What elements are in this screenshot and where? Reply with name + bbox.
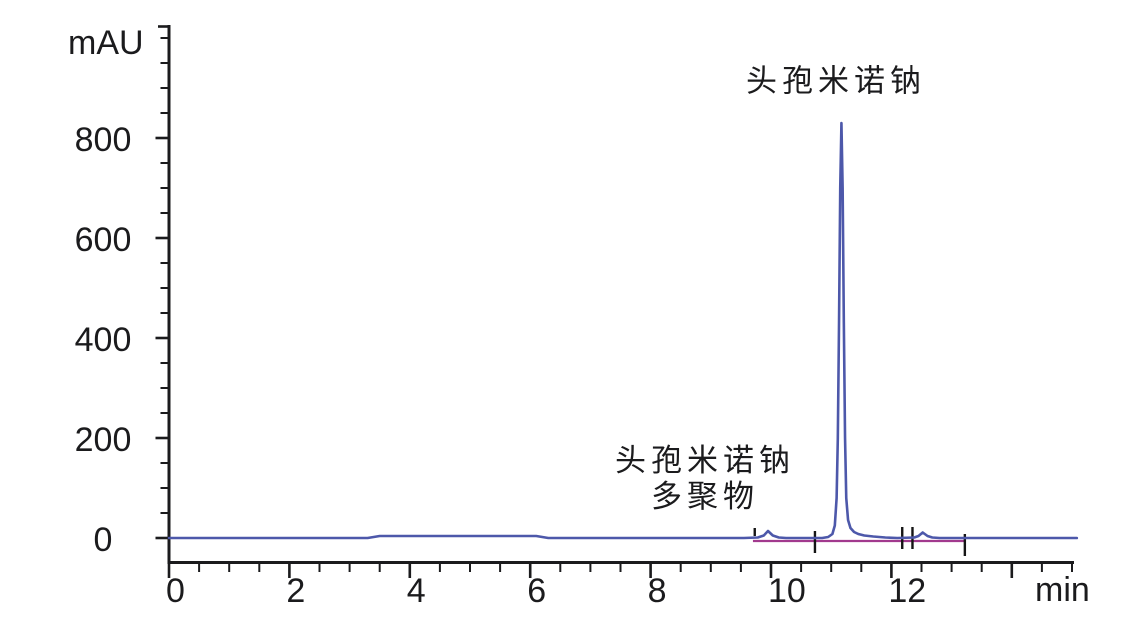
- y-tick-label: 200: [75, 421, 132, 459]
- x-tick-label: 12: [888, 572, 926, 610]
- x-tick-label: 0: [166, 572, 185, 610]
- x-tick-label: 6: [527, 572, 546, 610]
- polymer-peak-label-line2: 多聚物: [651, 479, 759, 514]
- sample-trace-line: [167, 121, 1079, 540]
- y-tick-label: 600: [75, 221, 132, 259]
- y-tick-label: 400: [75, 321, 132, 359]
- y-tick-label: 0: [94, 521, 113, 559]
- x-tick-label: 4: [407, 572, 426, 610]
- y-axis-unit-label: mAU: [68, 24, 144, 62]
- main-peak-label: 头孢米诺钠: [746, 63, 926, 99]
- x-tick-label: 2: [286, 572, 305, 610]
- y-tick-label: 800: [75, 121, 132, 159]
- polymer-peak-label: 头孢米诺钠 多聚物: [615, 443, 795, 515]
- x-tick-label: 8: [648, 572, 667, 610]
- x-axis-unit-label: min: [1035, 571, 1090, 609]
- polymer-peak-label-line1: 头孢米诺钠: [615, 443, 795, 478]
- x-tick-label: 10: [768, 572, 806, 610]
